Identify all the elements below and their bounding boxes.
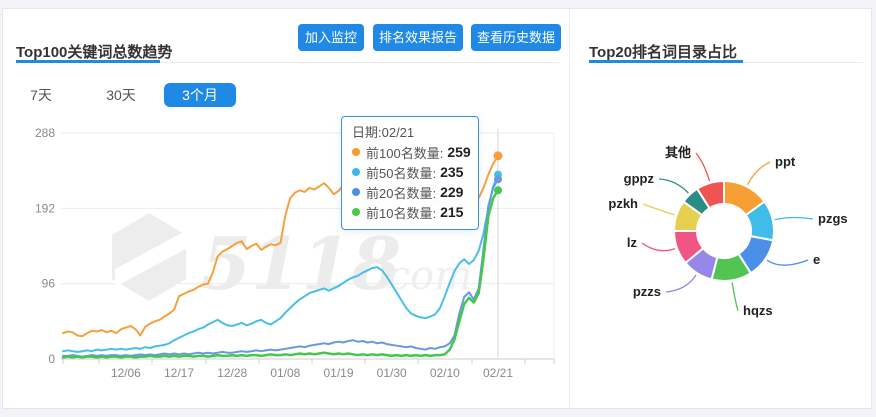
5118-logo-cut: [115, 227, 193, 287]
watermark-text: 5118: [201, 221, 401, 306]
tooltip-row-0: 前100名数量: 259: [352, 142, 471, 162]
tooltip-row-1: 前50名数量: 235: [352, 162, 468, 182]
donut-label-hqzs[interactable]: hqzs: [743, 303, 773, 318]
donut-label-pzgs[interactable]: pzgs: [818, 211, 848, 226]
trend-panel-title: Top100关键词总数趋势: [16, 44, 173, 62]
y-axis-label: 0: [48, 352, 55, 366]
tooltip-row-label: 前20名数量:: [366, 185, 437, 201]
x-axis-label: 01/08: [270, 366, 300, 380]
tooltip-row-label: 前100名数量:: [366, 145, 444, 161]
tooltip-date: 日期:02/21: [352, 125, 415, 140]
title-underline-right: [589, 60, 743, 63]
chart-tooltip: 日期:02/21 前100名数量: 259 前50名数量: 235 前20名数量: 229…: [341, 116, 479, 230]
panel-divider: [569, 9, 570, 408]
x-axis-label: 12/28: [217, 366, 247, 380]
donut-leader-其他: [695, 152, 711, 182]
donut-slice-其他[interactable]: [695, 179, 725, 210]
series-dot-icon: [352, 208, 360, 216]
tooltip-row-value: 215: [440, 204, 464, 220]
category-panel-title: Top20排名词目录占比: [589, 44, 738, 62]
tab-30-days[interactable]: 30天: [106, 87, 136, 103]
5118-watermark: 5118.com: [112, 213, 472, 306]
hover-point-top10[interactable]: [493, 186, 502, 195]
line-series-top20[interactable]: [62, 178, 499, 358]
donut-label-e[interactable]: e: [813, 252, 820, 267]
tooltip-row-3: 前10名数量: 215: [352, 202, 468, 222]
series-dot-icon: [352, 168, 360, 176]
watermark-suffix: .com: [375, 253, 472, 299]
tooltip-rows: 前100名数量: 259 前50名数量: 235 前20名数量: 229 前10名数量: 21…: [352, 142, 471, 222]
series-dot-icon: [352, 188, 360, 196]
y-axis-label: 96: [42, 277, 56, 291]
tooltip-row-value: 259: [447, 144, 471, 160]
donut-leader-ppt: [747, 161, 771, 185]
hover-point-top100[interactable]: [493, 151, 503, 161]
donut-leader-pzgs: [774, 216, 814, 221]
header-divider-left: [16, 62, 559, 63]
series-dot-icon: [352, 148, 360, 156]
x-axis-label: 02/10: [430, 366, 460, 380]
category-donut-chart[interactable]: ppt pzgs e hqzs pzzs lz pzkh gppz 其他: [569, 101, 873, 353]
line-series-top10[interactable]: [61, 189, 500, 359]
donut-leader-hqzs: [731, 282, 739, 312]
donut-leader-pzkh: [642, 203, 675, 216]
tab-7-days[interactable]: 7天: [30, 87, 52, 103]
donut-label-pzzs[interactable]: pzzs: [633, 284, 661, 299]
tooltip-row-2: 前20名数量: 229: [352, 182, 468, 202]
x-axis-label: 12/17: [164, 366, 194, 380]
x-axis-label: 01/19: [323, 366, 353, 380]
donut-leader-pzzs: [665, 274, 697, 293]
donut-leader-gppz: [658, 178, 689, 194]
ranking-report-button[interactable]: 排名效果报告: [373, 24, 463, 51]
trend-line-chart[interactable]: 0 96 192 288 12/06 12/17 12/28 01/08 01/19 01/30 0…: [3, 109, 569, 399]
x-axis-label: 02/21: [483, 366, 513, 380]
donut-label-ppt[interactable]: ppt: [775, 154, 796, 169]
x-axis-label: 12/06: [111, 366, 141, 380]
tooltip-row-label: 前50名数量:: [366, 165, 437, 181]
donut-leader-e: [766, 259, 809, 266]
history-data-button[interactable]: 查看历史数据: [471, 24, 561, 51]
add-monitor-button[interactable]: 加入监控: [298, 24, 364, 51]
tooltip-row-value: 229: [440, 184, 464, 200]
donut-label-lz[interactable]: lz: [627, 235, 638, 250]
donut-label-gppz[interactable]: gppz: [624, 171, 655, 186]
x-axis-label: 01/30: [377, 366, 407, 380]
tooltip-row-label: 前10名数量:: [366, 205, 437, 221]
donut-label-其他[interactable]: 其他: [665, 145, 691, 160]
tab-3-months[interactable]: 3个月: [164, 83, 236, 107]
seo-dashboard-card: Top100关键词总数趋势 加入监控 排名效果报告 查看历史数据 7天 30天 …: [2, 8, 872, 409]
donut-label-pzkh[interactable]: pzkh: [608, 196, 638, 211]
tooltip-row-value: 235: [440, 164, 464, 180]
y-axis-label: 288: [35, 126, 55, 140]
y-axis-label: 192: [35, 201, 55, 215]
line-series-top50[interactable]: [62, 173, 499, 353]
hover-point-top20[interactable]: [493, 175, 502, 184]
donut-leader-lz: [641, 242, 676, 252]
title-underline-left: [16, 60, 160, 63]
